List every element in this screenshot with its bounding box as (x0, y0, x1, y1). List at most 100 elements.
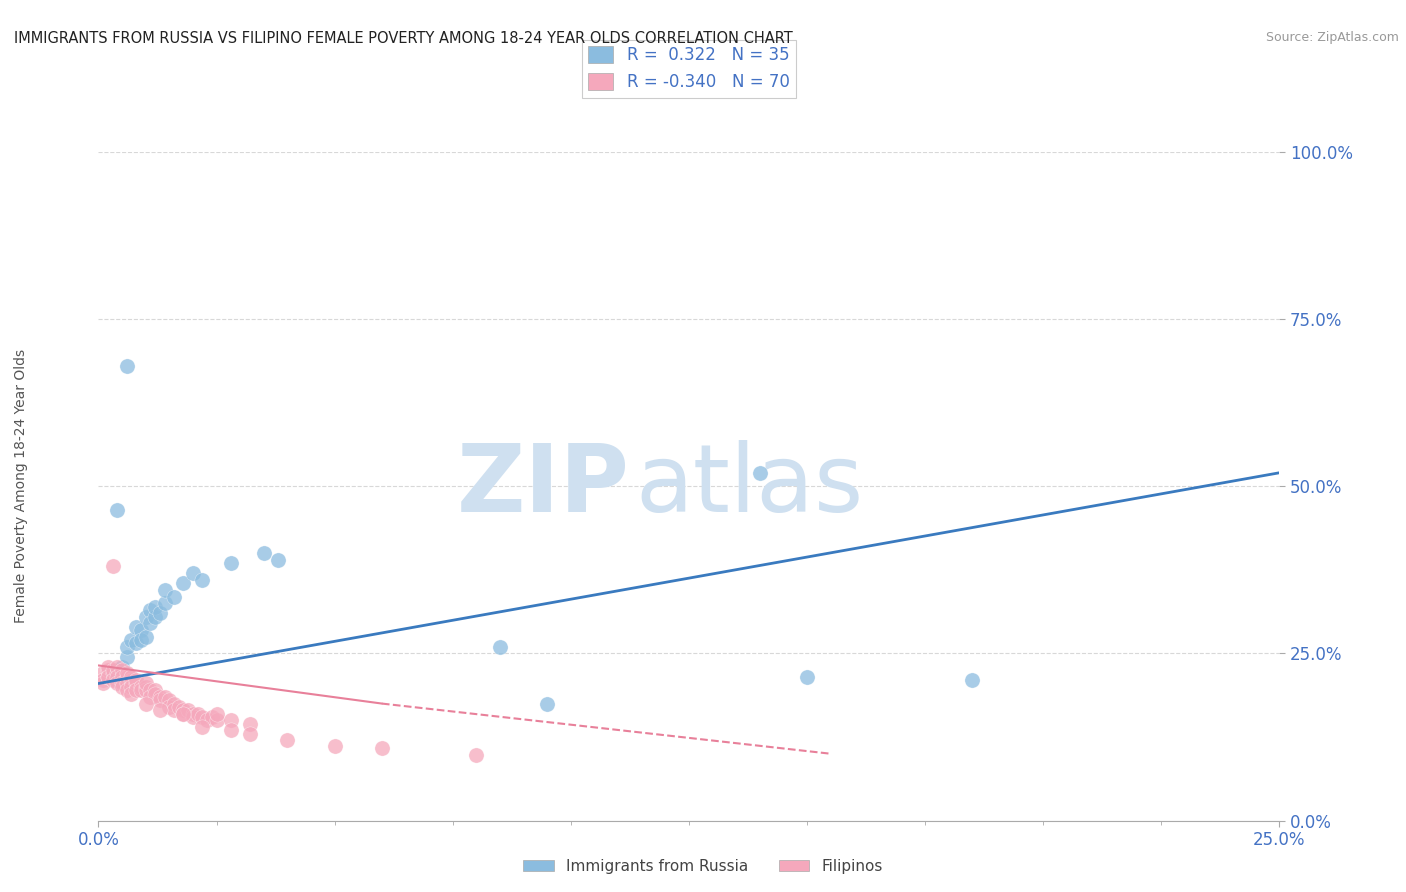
Point (172, 576, 194, 591)
Point (115, 640, 138, 654)
Point (121, 670, 143, 684)
Point (125, 683, 148, 698)
Point (167, 699, 190, 714)
Point (129, 680, 152, 694)
Point (195, 714, 218, 728)
Point (181, 566, 204, 581)
Point (149, 690, 172, 704)
Point (91, 673, 114, 688)
Text: IMMIGRANTS FROM RUSSIA VS FILIPINO FEMALE POVERTY AMONG 18-24 YEAR OLDS CORRELAT: IMMIGRANTS FROM RUSSIA VS FILIPINO FEMAL… (14, 31, 793, 46)
Point (129, 623, 152, 637)
Point (253, 546, 276, 560)
Point (219, 556, 242, 570)
Point (105, 660, 128, 674)
Point (149, 703, 172, 717)
Point (149, 693, 172, 707)
Point (135, 683, 157, 698)
Point (135, 609, 157, 624)
Point (135, 697, 157, 711)
Point (748, 466, 770, 480)
Point (111, 676, 134, 690)
Point (139, 690, 162, 704)
Legend: Immigrants from Russia, Filipinos: Immigrants from Russia, Filipinos (517, 853, 889, 880)
Point (111, 660, 134, 674)
Point (111, 663, 134, 677)
Point (153, 596, 176, 610)
Point (101, 670, 124, 684)
Point (276, 733, 298, 747)
Text: Female Poverty Among 18-24 Year Olds: Female Poverty Among 18-24 Year Olds (14, 349, 28, 624)
Point (536, 697, 558, 711)
Point (91, 666, 114, 681)
Point (143, 687, 166, 701)
Point (139, 616, 162, 631)
Point (371, 741, 394, 756)
Point (129, 633, 152, 648)
Point (796, 670, 818, 684)
Point (962, 673, 984, 688)
Point (97, 663, 120, 677)
Point (205, 706, 228, 721)
Point (163, 590, 186, 604)
Point (191, 710, 214, 724)
Point (181, 710, 204, 724)
Point (111, 680, 134, 694)
Point (101, 559, 124, 574)
Point (143, 683, 166, 698)
Point (149, 607, 172, 621)
Point (239, 726, 262, 740)
Legend: R =  0.322   N = 35, R = -0.340   N = 70: R = 0.322 N = 35, R = -0.340 N = 70 (582, 39, 796, 97)
Point (267, 552, 290, 567)
Point (125, 619, 148, 633)
Point (323, 739, 346, 753)
Point (105, 663, 128, 677)
Text: Source: ZipAtlas.com: Source: ZipAtlas.com (1265, 31, 1399, 45)
Point (191, 720, 214, 734)
Point (163, 697, 186, 711)
Point (163, 703, 186, 717)
Point (115, 666, 138, 681)
Point (101, 673, 124, 688)
Point (172, 706, 194, 721)
Point (115, 649, 138, 664)
Point (153, 582, 176, 597)
Point (219, 723, 242, 738)
Point (125, 673, 148, 688)
Point (139, 603, 162, 617)
Point (105, 673, 128, 688)
Point (97, 670, 120, 684)
Point (97, 660, 120, 674)
Point (105, 670, 128, 684)
Point (143, 609, 166, 624)
Point (219, 714, 242, 728)
Point (143, 599, 166, 614)
Point (172, 706, 194, 721)
Point (121, 680, 143, 694)
Point (205, 714, 228, 728)
Point (121, 673, 143, 688)
Point (172, 703, 194, 717)
Point (105, 502, 128, 516)
Point (177, 703, 200, 717)
Point (101, 666, 124, 681)
Point (157, 693, 180, 707)
Point (121, 687, 143, 701)
Point (115, 359, 138, 373)
Point (121, 633, 143, 648)
Point (115, 683, 138, 698)
Point (105, 676, 128, 690)
Point (111, 670, 134, 684)
Point (115, 676, 138, 690)
Point (465, 747, 488, 762)
Point (105, 666, 128, 681)
Point (153, 690, 176, 704)
Point (125, 636, 148, 650)
Point (125, 676, 148, 690)
Point (239, 716, 262, 731)
Point (97, 670, 120, 684)
Text: ZIP: ZIP (457, 440, 630, 533)
Point (191, 573, 214, 587)
Point (111, 670, 134, 684)
Point (115, 670, 138, 684)
Point (91, 676, 114, 690)
